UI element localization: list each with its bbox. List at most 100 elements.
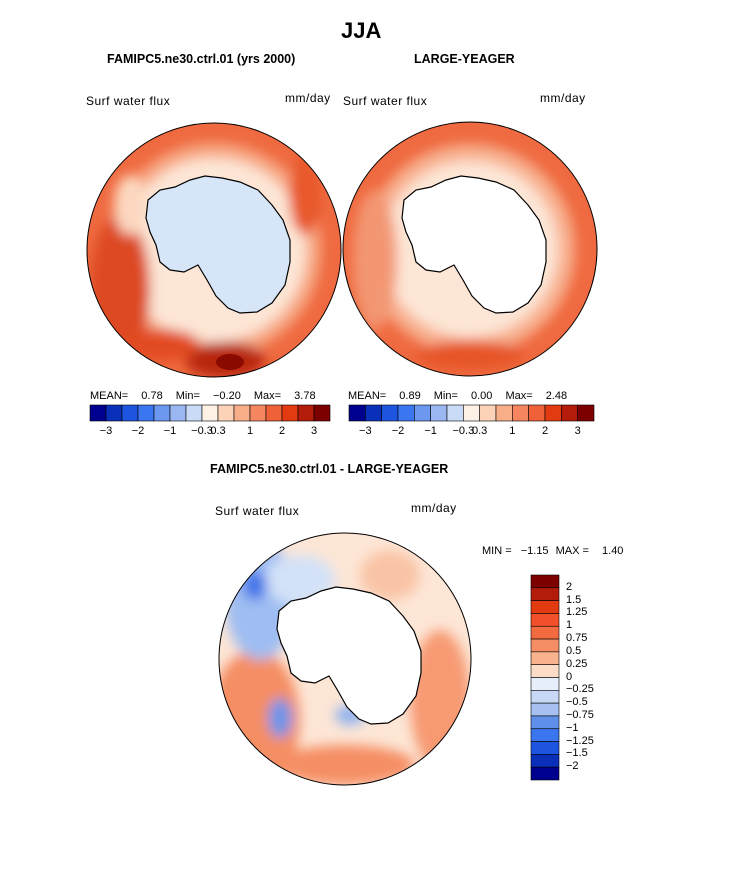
colorbar-control-tick-label: 2 <box>278 425 286 437</box>
colorbar-test-swatch <box>348 404 366 422</box>
colorbar-control-tick-label: −3 <box>99 425 113 437</box>
stats-control: MEAN= 0.78 Min= −0.20 Max= 3.78 <box>90 390 316 402</box>
min-label: MIN = <box>482 545 512 557</box>
colorbar-test-tick-label: 0.3 <box>472 425 488 437</box>
colorbar-diff-tick-label: −0.5 <box>566 696 588 709</box>
panel-title-control: FAMIPC5.ne30.ctrl.01 (yrs 2000) <box>107 52 296 66</box>
colorbar-test-swatch <box>495 404 513 422</box>
min-value: −1.15 <box>520 545 549 557</box>
colorbar-diff-tick-label: 1.5 <box>566 593 582 606</box>
colorbar-diff-tick-label: 0.25 <box>566 657 588 670</box>
colorbar-test-swatch <box>561 404 578 422</box>
coastline-control <box>145 175 291 314</box>
colorbar-test-tick-label: −2 <box>391 425 405 437</box>
min-value: 0.00 <box>470 390 493 402</box>
colorbar-diff-swatch <box>530 702 560 717</box>
colorbar-control-swatch <box>105 404 123 422</box>
panel-title-diff: FAMIPC5.ne30.ctrl.01 - LARGE-YEAGER <box>210 462 449 476</box>
colorbar-diff-swatch <box>530 664 560 678</box>
colorbar-control-swatch <box>185 404 203 422</box>
max-label: MAX = <box>555 545 589 557</box>
colorbar-control-tick-label: −0.3 <box>191 425 213 437</box>
stats-diff: MIN = −1.15 MAX = 1.40 <box>482 545 623 557</box>
colorbar-diff-tick-label: −1.5 <box>566 747 588 760</box>
colorbar-diff-swatch <box>530 754 560 768</box>
colorbar-diff-tick-label: −0.25 <box>566 683 594 696</box>
units-label-diff: mm/day <box>411 501 457 515</box>
colorbar-control-swatch <box>217 404 235 422</box>
mean-label: MEAN= <box>90 390 129 402</box>
colorbar-diff-swatch <box>530 715 560 730</box>
colorbar-test-swatch <box>414 404 431 422</box>
colorbar-control-tick-label: −1 <box>163 425 177 437</box>
colorbar-control-swatch <box>153 404 171 422</box>
mean-value: 0.78 <box>141 390 163 402</box>
colorbar-diff <box>530 574 560 781</box>
min-label: Min= <box>175 390 200 402</box>
colorbar-control-swatch <box>137 404 155 422</box>
coastline-diff <box>276 586 422 725</box>
colorbar-diff-tick-label: −2 <box>566 760 579 773</box>
max-value: 2.48 <box>545 390 568 402</box>
colorbar-test-swatch <box>365 404 382 422</box>
colorbar-test-tick-label: 1 <box>509 425 516 437</box>
stats-test: MEAN= 0.89 Min= 0.00 Max= 2.48 <box>348 390 567 402</box>
mean-label: MEAN= <box>348 390 387 402</box>
colorbar-test-tick-label: −0.3 <box>452 425 475 437</box>
colorbar-diff-swatch <box>530 625 560 640</box>
colorbar-control-swatch <box>249 404 267 422</box>
colorbar-test-swatch <box>577 404 595 422</box>
colorbar-diff-tick-label: −1.25 <box>566 734 594 747</box>
colorbar-control-swatch <box>297 404 315 422</box>
colorbar-diff-swatch <box>530 600 560 614</box>
colorbar-diff-tick-label: 0 <box>566 670 573 683</box>
colorbar-test-swatch <box>397 404 415 422</box>
colorbar-test-tick-label: −1 <box>424 425 437 437</box>
colorbar-test-swatch <box>463 404 480 422</box>
colorbar-control-tick-label: 0.3 <box>210 425 226 437</box>
colorbar-test-tick-label: 2 <box>541 425 549 437</box>
variable-label-control: Surf water flux <box>86 94 171 108</box>
colorbar-diff-swatch <box>530 766 560 781</box>
colorbar-diff-swatch <box>530 728 560 742</box>
colorbar-diff-tick-label: 0.75 <box>566 632 588 645</box>
max-label: Max= <box>253 390 282 402</box>
colorbar-test-swatch <box>544 404 562 422</box>
colorbar-diff-swatch <box>530 651 560 665</box>
colorbar-diff-tick-label: −0.75 <box>566 708 594 721</box>
max-value: 1.40 <box>602 545 624 557</box>
min-label: Min= <box>433 390 458 402</box>
colorbar-control-swatch <box>121 404 139 422</box>
units-label-test: mm/day <box>540 91 586 105</box>
colorbar-control-swatch <box>201 404 219 422</box>
colorbar-diff-tick-label: 1.25 <box>566 606 588 619</box>
colorbar-test <box>348 404 595 422</box>
colorbar-control-tick-label: −2 <box>131 425 145 437</box>
colorbar-test-swatch <box>446 404 464 422</box>
colorbar-test-tick-label: 3 <box>574 425 581 437</box>
colorbar-control-swatch <box>233 404 251 422</box>
colorbar-diff-tick-label: 2 <box>566 580 573 593</box>
colorbar-test-swatch <box>479 404 497 422</box>
units-label-control: mm/day <box>285 91 331 105</box>
max-value: 3.78 <box>294 390 316 402</box>
min-value: −0.20 <box>212 390 241 402</box>
colorbar-diff-tick-label: 1 <box>566 619 573 632</box>
max-label: Max= <box>505 390 533 402</box>
colorbar-control-swatch <box>89 404 107 422</box>
colorbar-test-swatch <box>381 404 399 422</box>
colorbar-diff-swatch <box>530 677 560 691</box>
colorbar-test-swatch <box>512 404 529 422</box>
mean-value: 0.89 <box>399 390 421 402</box>
variable-label-test: Surf water flux <box>343 94 428 108</box>
colorbar-diff-swatch <box>530 690 560 704</box>
colorbar-test-swatch <box>528 404 546 422</box>
colorbar-control <box>89 404 331 422</box>
colorbar-test-tick-label: −3 <box>359 425 372 437</box>
colorbar-control-swatch <box>313 404 331 422</box>
colorbar-diff-swatch <box>530 741 560 755</box>
colorbar-control-swatch <box>281 404 299 422</box>
colorbar-diff-tick-label: −1 <box>566 721 579 734</box>
panel-title-test: LARGE-YEAGER <box>414 52 515 66</box>
